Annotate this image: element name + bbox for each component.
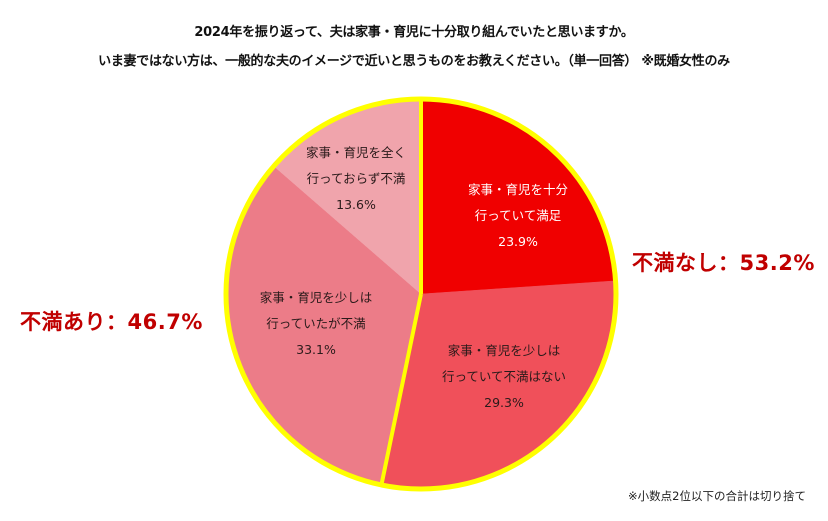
- slice-label-line2: 行っていて不満はない: [441, 369, 567, 384]
- group-label-dissatisfaction: 不満あり：46.7%: [20, 310, 203, 334]
- slice-label-line1: 家事・育児を少しは: [447, 343, 561, 358]
- slice-label-satisfied: 家事・育児を十分 行っていて満足 23.9%: [468, 177, 568, 255]
- slice-label-line1: 家事・育児を少しは: [259, 290, 373, 305]
- chart-title-line1: 2024年を振り返って、夫は家事・育児に十分取り組んでいたと思いますか。: [194, 25, 634, 40]
- slice-value: 33.1%: [296, 342, 336, 357]
- slice-label-somewhat-dissatisfied: 家事・育児を少しは 行っていたが不満 33.1%: [260, 285, 373, 363]
- slice-label-not-at-all: 家事・育児を全く 行っておらず不満 13.6%: [306, 140, 406, 218]
- slice-label-line2: 行っていて満足: [474, 208, 562, 223]
- slice-value: 13.6%: [336, 197, 376, 212]
- slice-label-line1: 家事・育児を十分: [467, 182, 569, 197]
- slice-label-line2: 行っていたが不満: [266, 316, 366, 331]
- slice-label-somewhat-no-complaint: 家事・育児を少しは 行っていて不満はない 29.3%: [442, 338, 566, 416]
- slice-value: 23.9%: [498, 234, 538, 249]
- chart-title-line2: いま妻ではない方は、一般的な夫のイメージで近いと思うものをお教えください。（単一…: [98, 54, 730, 69]
- group-divider-bottom: [379, 293, 423, 486]
- footnote: ※小数点2位以下の合計は切り捨て: [628, 489, 806, 503]
- slice-label-line2: 行っておらず不満: [306, 171, 406, 186]
- group-label-no-dissatisfaction: 不満なし：53.2%: [632, 251, 815, 275]
- slice-label-line1: 家事・育児を全く: [305, 145, 407, 160]
- slice-value: 29.3%: [484, 395, 524, 410]
